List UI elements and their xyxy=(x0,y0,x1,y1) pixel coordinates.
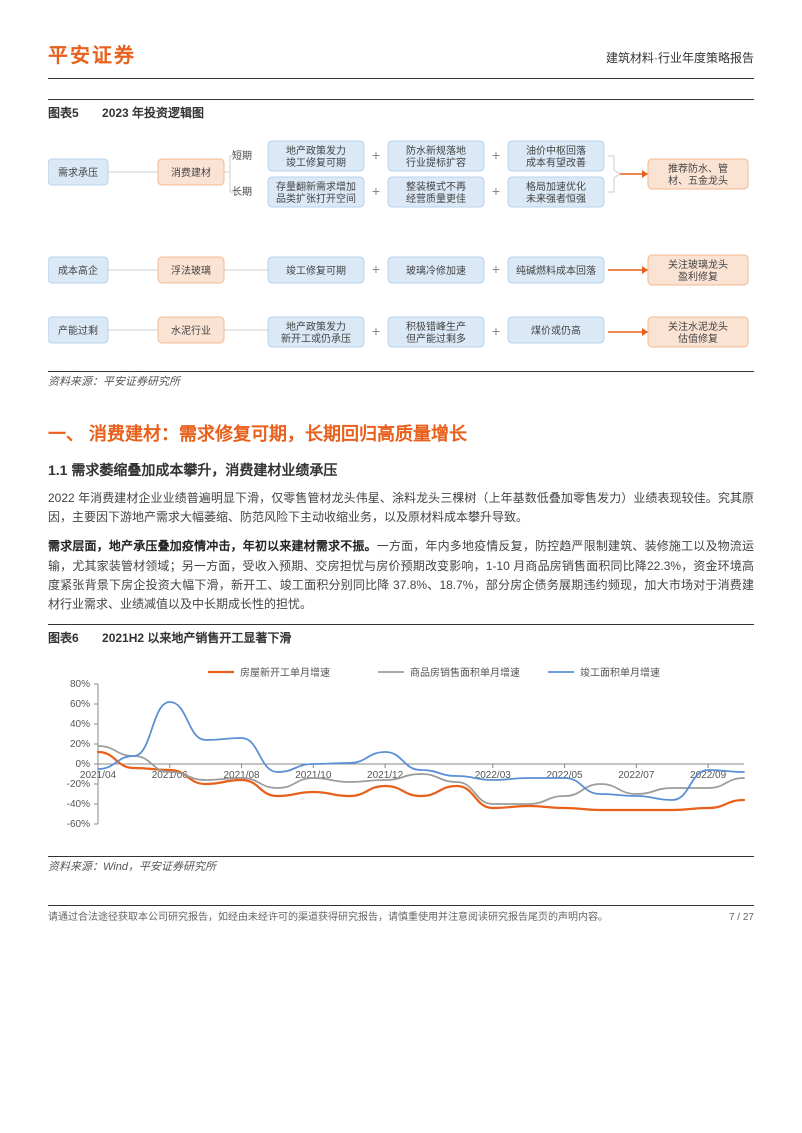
figure5-title: 2023 年投资逻辑图 xyxy=(102,106,204,120)
svg-text:成本高企: 成本高企 xyxy=(58,264,98,277)
svg-text:品类扩张打开空间: 品类扩张打开空间 xyxy=(276,192,356,205)
svg-text:需求承压: 需求承压 xyxy=(58,167,98,179)
brand-logo: 平安证券 xyxy=(48,40,136,72)
section1-para2-strong: 需求层面，地产承压叠加疫情冲击，年初以来建材需求不振。 xyxy=(48,539,377,553)
flowchart-svg: 需求承压成本高企产能过剩消费建材浮法玻璃水泥行业短期长期地产政策发力竣工修复可期… xyxy=(48,135,754,365)
footer-disclaimer: 请通过合法途径获取本公司研究报告，如经由未经许可的渠道获得研究报告，请慎重使用并… xyxy=(48,910,608,926)
svg-text:新开工或仍承压: 新开工或仍承压 xyxy=(281,332,351,345)
svg-text:积极错峰生产: 积极错峰生产 xyxy=(406,320,466,333)
svg-text:+: + xyxy=(372,261,380,277)
svg-text:防水新规落地: 防水新规落地 xyxy=(406,144,466,157)
svg-text:产能过剩: 产能过剩 xyxy=(58,324,98,337)
svg-text:商品房销售面积单月增速: 商品房销售面积单月增速 xyxy=(410,666,520,679)
svg-text:-60%: -60% xyxy=(67,819,90,830)
svg-text:消费建材: 消费建材 xyxy=(171,166,211,179)
svg-text:+: + xyxy=(372,147,380,163)
svg-text:20%: 20% xyxy=(70,739,90,750)
svg-text:经营质量更佳: 经营质量更佳 xyxy=(406,192,466,205)
svg-text:2022/05: 2022/05 xyxy=(546,770,583,781)
svg-text:估值修复: 估值修复 xyxy=(678,332,718,345)
line-chart-svg: -60%-40%-20%0%20%40%60%80%2021/042021/06… xyxy=(48,660,754,850)
svg-text:行业提标扩容: 行业提标扩容 xyxy=(406,156,466,169)
svg-text:2022/07: 2022/07 xyxy=(618,770,655,781)
svg-text:+: + xyxy=(492,261,500,277)
svg-text:煤价或仍高: 煤价或仍高 xyxy=(531,324,581,337)
svg-text:材、五金龙头: 材、五金龙头 xyxy=(668,174,728,187)
svg-text:整装模式不再: 整装模式不再 xyxy=(406,180,466,193)
svg-text:80%: 80% xyxy=(70,679,90,690)
svg-text:纯碱燃料成本回落: 纯碱燃料成本回落 xyxy=(516,264,596,277)
svg-text:油价中枢回落: 油价中枢回落 xyxy=(526,144,586,157)
svg-text:存量翻新需求增加: 存量翻新需求增加 xyxy=(276,180,356,193)
figure5-diagram: 需求承压成本高企产能过剩消费建材浮法玻璃水泥行业短期长期地产政策发力竣工修复可期… xyxy=(48,135,754,365)
svg-text:+: + xyxy=(492,183,500,199)
svg-text:+: + xyxy=(372,183,380,199)
footer-page: 7 / 27 xyxy=(729,910,754,926)
page-footer: 请通过合法途径获取本公司研究报告，如经由未经许可的渠道获得研究报告，请慎重使用并… xyxy=(48,905,754,926)
figure5-source: 资料来源：平安证券研究所 xyxy=(48,371,754,392)
svg-text:40%: 40% xyxy=(70,719,90,730)
svg-text:盈利修复: 盈利修复 xyxy=(678,270,718,283)
svg-text:0%: 0% xyxy=(76,759,91,770)
svg-text:+: + xyxy=(492,147,500,163)
page-header: 平安证券 建筑材料·行业年度策略报告 xyxy=(48,40,754,79)
svg-text:水泥行业: 水泥行业 xyxy=(171,324,211,337)
svg-text:格局加速优化: 格局加速优化 xyxy=(526,180,586,193)
section1-sub1-title: 1.1 需求萎缩叠加成本攀升，消费建材业绩承压 xyxy=(48,459,754,481)
figure6-source: 资料来源：Wind，平安证券研究所 xyxy=(48,856,754,877)
svg-text:但产能过剩多: 但产能过剩多 xyxy=(406,332,466,345)
figure6-header: 图表6 2021H2 以来地产销售开工显著下滑 xyxy=(48,624,754,648)
section1-para1: 2022 年消费建材企业业绩普遍明显下滑，仅零售管材龙头伟星、涂料龙头三棵树（上… xyxy=(48,489,754,527)
svg-text:地产政策发力: 地产政策发力 xyxy=(286,320,346,333)
svg-text:-40%: -40% xyxy=(67,799,90,810)
svg-text:+: + xyxy=(492,323,500,339)
svg-text:未来强者恒强: 未来强者恒强 xyxy=(526,192,586,205)
svg-text:2021/04: 2021/04 xyxy=(80,770,117,781)
svg-text:60%: 60% xyxy=(70,699,90,710)
svg-text:成本有望改善: 成本有望改善 xyxy=(526,156,586,169)
page: 平安证券 建筑材料·行业年度策略报告 图表5 2023 年投资逻辑图 需求承压成… xyxy=(0,0,802,956)
svg-text:关注玻璃龙头: 关注玻璃龙头 xyxy=(668,258,728,271)
svg-text:竣工修复可期: 竣工修复可期 xyxy=(286,264,346,277)
svg-text:推荐防水、管: 推荐防水、管 xyxy=(668,162,728,175)
svg-text:房屋新开工单月增速: 房屋新开工单月增速 xyxy=(240,666,330,679)
svg-text:竣工面积单月增速: 竣工面积单月增速 xyxy=(580,666,660,679)
svg-text:+: + xyxy=(372,323,380,339)
section1-title: 一、 消费建材：需求修复可期，长期回归高质量增长 xyxy=(48,420,754,449)
figure6-chart: -60%-40%-20%0%20%40%60%80%2021/042021/06… xyxy=(48,660,754,850)
figure5-label: 图表5 xyxy=(48,106,79,120)
svg-text:地产政策发力: 地产政策发力 xyxy=(286,144,346,157)
figure5-header: 图表5 2023 年投资逻辑图 xyxy=(48,99,754,123)
svg-text:关注水泥龙头: 关注水泥龙头 xyxy=(668,320,728,333)
doc-type: 建筑材料·行业年度策略报告 xyxy=(606,49,754,68)
figure6-title: 2021H2 以来地产销售开工显著下滑 xyxy=(102,631,291,645)
figure6-label: 图表6 xyxy=(48,631,79,645)
section1-para2: 需求层面，地产承压叠加疫情冲击，年初以来建材需求不振。一方面，年内多地疫情反复，… xyxy=(48,537,754,614)
svg-text:浮法玻璃: 浮法玻璃 xyxy=(171,264,211,277)
svg-text:竣工修复可期: 竣工修复可期 xyxy=(286,156,346,169)
svg-text:玻璃冷修加速: 玻璃冷修加速 xyxy=(406,264,466,277)
